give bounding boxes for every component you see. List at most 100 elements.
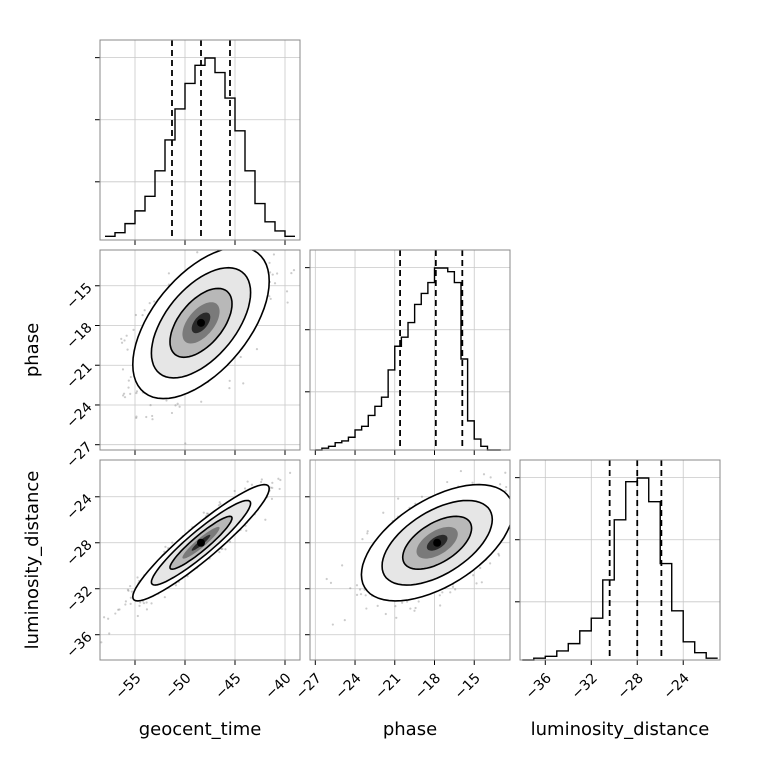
scatter-panel-geocent-time-vs-phase: −27 −24 −21 −18 −15 bbox=[63, 240, 301, 471]
sample-point bbox=[488, 562, 492, 565]
panel-background bbox=[100, 40, 300, 240]
sample-point bbox=[480, 581, 483, 584]
sample-point bbox=[454, 588, 457, 591]
sample-point bbox=[135, 416, 138, 420]
sample-point bbox=[341, 564, 344, 567]
y-axis-label-luminosity-distance: luminosity_distance bbox=[22, 471, 43, 650]
histogram-step-line bbox=[522, 477, 718, 661]
sample-point bbox=[170, 411, 174, 415]
sample-point bbox=[359, 593, 363, 596]
sample-point bbox=[114, 612, 117, 615]
sample-point bbox=[515, 511, 517, 513]
sample-point bbox=[174, 404, 177, 407]
peak-marker bbox=[433, 538, 442, 547]
sample-point bbox=[178, 405, 181, 408]
sample-point bbox=[218, 550, 221, 554]
sample-point bbox=[517, 515, 519, 517]
sample-point bbox=[123, 339, 126, 342]
x-tick-label: −18 bbox=[412, 670, 444, 702]
sample-point bbox=[219, 502, 222, 506]
sample-point bbox=[397, 497, 400, 500]
sample-point bbox=[414, 606, 417, 610]
sample-point bbox=[100, 641, 103, 644]
panel-frame bbox=[519, 459, 721, 661]
x-tick-label: −15 bbox=[452, 670, 484, 702]
y-tick-label: −15 bbox=[63, 280, 95, 312]
y-tick-label: −24 bbox=[63, 399, 95, 431]
sample-point bbox=[406, 600, 409, 603]
sample-point bbox=[401, 601, 404, 604]
sample-point bbox=[384, 612, 387, 616]
sample-point bbox=[511, 525, 513, 527]
sample-point bbox=[136, 576, 139, 579]
x-tick-label: −28 bbox=[615, 670, 647, 702]
sample-point bbox=[148, 302, 151, 305]
sample-point bbox=[290, 271, 293, 275]
sample-point bbox=[123, 396, 127, 399]
sample-point bbox=[142, 602, 146, 605]
sample-point bbox=[121, 394, 125, 397]
y-tick-label: −21 bbox=[63, 360, 95, 392]
contour-line bbox=[401, 515, 473, 571]
sample-point bbox=[277, 477, 280, 480]
sample-point bbox=[151, 414, 154, 418]
x-axis-label-geocent-time: geocent_time bbox=[139, 719, 262, 740]
sample-point bbox=[129, 585, 132, 588]
sample-point bbox=[228, 379, 231, 382]
panel-background bbox=[520, 460, 720, 660]
sample-point bbox=[239, 355, 242, 359]
y-tick-label: −24 bbox=[63, 491, 95, 523]
x-tick-label: −36 bbox=[523, 670, 555, 702]
sample-point bbox=[497, 554, 501, 557]
sample-point bbox=[153, 300, 156, 303]
sample-point bbox=[479, 566, 482, 570]
sample-point bbox=[202, 511, 205, 514]
x-tick-label: −24 bbox=[332, 670, 364, 702]
histogram-panel-phase bbox=[305, 249, 511, 455]
sample-point bbox=[270, 497, 274, 500]
sample-point bbox=[135, 391, 138, 395]
x-tick-label: −32 bbox=[569, 670, 601, 702]
sample-point bbox=[226, 240, 228, 242]
sample-point bbox=[117, 608, 120, 611]
sample-point bbox=[438, 594, 441, 597]
sample-point bbox=[176, 402, 179, 405]
sample-point bbox=[499, 483, 502, 486]
sample-point bbox=[151, 418, 154, 421]
sample-point bbox=[489, 476, 492, 479]
sample-point bbox=[167, 272, 170, 275]
sample-point bbox=[292, 268, 296, 272]
sample-point bbox=[260, 478, 263, 481]
y-tick-label: −18 bbox=[63, 320, 95, 352]
sample-point bbox=[127, 589, 130, 592]
sample-point bbox=[125, 334, 128, 337]
sample-point bbox=[358, 588, 362, 591]
panel-content bbox=[100, 460, 300, 644]
sample-point bbox=[420, 495, 424, 498]
y-tick-label: −32 bbox=[63, 583, 95, 615]
sample-point bbox=[264, 518, 267, 521]
sample-point bbox=[459, 469, 462, 473]
sample-point bbox=[121, 368, 125, 371]
contour-line bbox=[169, 287, 233, 359]
x-tick-label: −55 bbox=[112, 670, 144, 702]
scatter-panel-geocent-time-vs-luminosity-distance: −55 −50 −45 −40 −36 −32 −28 −24 bbox=[63, 459, 301, 703]
contour-line bbox=[169, 515, 233, 571]
x-tick-label: −24 bbox=[661, 670, 693, 702]
sample-point bbox=[102, 616, 106, 619]
sample-point bbox=[219, 243, 221, 245]
sample-point bbox=[246, 480, 249, 483]
sample-point bbox=[126, 588, 130, 591]
histogram-panel-geocent-time bbox=[95, 39, 301, 245]
panel-frame bbox=[99, 459, 301, 661]
sample-point bbox=[365, 607, 368, 610]
sample-point bbox=[141, 314, 144, 317]
sample-point bbox=[269, 297, 272, 300]
sample-point bbox=[120, 341, 124, 344]
sample-point bbox=[395, 616, 398, 619]
sample-point bbox=[516, 525, 518, 527]
sample-point bbox=[163, 596, 166, 599]
contour-line bbox=[381, 499, 494, 586]
sample-point bbox=[205, 512, 209, 515]
